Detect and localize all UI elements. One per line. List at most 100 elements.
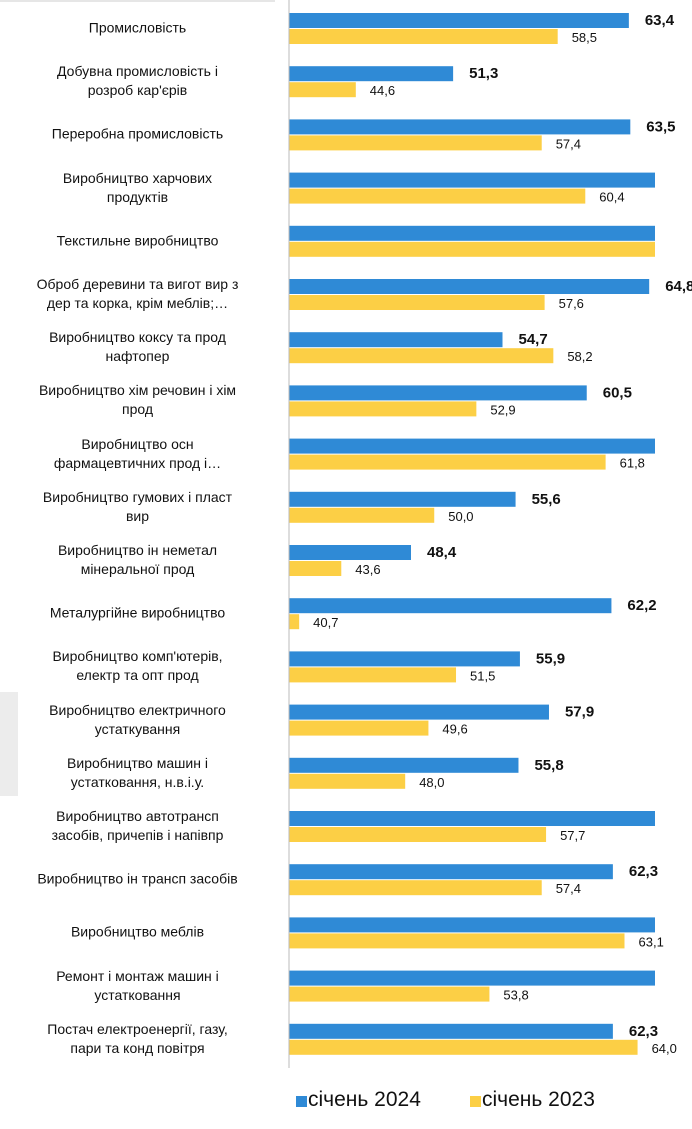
value-label: 62,3 — [629, 1023, 658, 1040]
legend-swatch — [296, 1096, 307, 1107]
bar — [289, 614, 300, 630]
category-label: Виробництво хім речовин і хім прод — [38, 382, 237, 418]
bar — [289, 491, 516, 507]
legend-swatch — [470, 1096, 481, 1107]
bar — [289, 811, 655, 826]
bar — [289, 651, 520, 667]
bar — [289, 438, 655, 454]
bar — [289, 986, 490, 1002]
value-label: 40,7 — [313, 615, 338, 630]
bar — [289, 401, 477, 417]
value-label: 52,9 — [490, 402, 515, 417]
bar — [289, 172, 655, 188]
value-label: 57,9 — [565, 704, 594, 721]
category-label: Металургійне виробництво — [49, 604, 226, 621]
bar — [289, 933, 625, 949]
value-label: 60,5 — [603, 384, 632, 401]
category-label: Виробництво комп'ютерів, електр та опт п… — [52, 648, 223, 684]
category-label: Текстильне виробництво — [56, 232, 219, 249]
value-label: 63,5 — [646, 118, 675, 135]
category-label: Виробництво ін трансп засобів — [37, 870, 238, 887]
value-label: 55,9 — [536, 650, 565, 667]
bar — [289, 704, 549, 720]
value-label: 53,8 — [503, 988, 528, 1003]
bar — [289, 545, 411, 560]
bar — [289, 29, 558, 44]
bar — [289, 827, 547, 842]
value-label: 64,8 — [665, 278, 692, 295]
bar — [289, 188, 586, 204]
bar — [289, 13, 629, 28]
category-label: Виробництво меблів — [70, 923, 205, 940]
bar — [289, 66, 454, 82]
bar — [289, 385, 587, 401]
bars — [289, 13, 655, 1055]
bar — [289, 917, 655, 933]
bar — [289, 667, 457, 683]
value-label: 62,2 — [627, 597, 656, 614]
bar — [289, 773, 406, 789]
value-label: 48,4 — [427, 544, 457, 561]
legend-label: січень 2023 — [482, 1088, 595, 1111]
value-label: 61,8 — [620, 456, 645, 471]
bar — [289, 279, 650, 294]
bar — [289, 1023, 613, 1039]
bar — [289, 720, 429, 736]
value-label: 60,4 — [599, 190, 624, 205]
bar — [289, 454, 606, 470]
bar — [289, 295, 545, 310]
bar — [289, 332, 503, 348]
bar — [289, 119, 631, 135]
category-label: Промисловість — [88, 19, 187, 36]
bar — [289, 1039, 638, 1055]
legend-label: січень 2024 — [308, 1088, 421, 1111]
value-label: 51,3 — [469, 65, 498, 82]
value-label: 43,6 — [355, 562, 380, 577]
value-label: 62,3 — [629, 863, 658, 880]
category-label: Виробництво автотрансп засобів, причепів… — [51, 808, 224, 843]
category-label: Постач електроенергії, газу, пари та кон… — [47, 1020, 228, 1056]
bar — [289, 348, 554, 364]
bar — [289, 598, 612, 614]
bar — [289, 82, 356, 98]
category-label: Виробництво харчових продуктів — [62, 169, 213, 205]
bar — [289, 135, 542, 151]
value-label: 57,4 — [556, 136, 581, 151]
value-label: 63,1 — [639, 934, 664, 949]
bar — [289, 880, 542, 896]
category-label: Виробництво машин і устатковання, н.в.і.… — [67, 754, 208, 790]
category-label: Переробна промисловість — [51, 125, 224, 142]
value-label: 55,8 — [534, 757, 563, 774]
bar — [289, 241, 655, 257]
category-label: Виробництво електричного устаткування — [49, 701, 226, 737]
value-label: 57,6 — [559, 296, 584, 311]
category-label: Оброб деревини та вигот вир з дер та кор… — [36, 276, 239, 311]
value-label: 50,0 — [448, 509, 473, 524]
category-label: Ремонт і монтаж машин і устатковання — [56, 967, 219, 1003]
value-label: 48,0 — [419, 775, 444, 790]
value-label: 57,4 — [556, 881, 581, 896]
value-label: 63,4 — [645, 12, 675, 29]
category-label: Виробництво осн фармацевтичних прод і… — [53, 435, 222, 471]
value-label: 44,6 — [370, 83, 395, 98]
value-label: 64,0 — [652, 1041, 677, 1056]
category-label: Добувна промисловість і розроб кар'єрів — [57, 63, 218, 99]
category-label: Виробництво коксу та прод нафтопер — [49, 329, 226, 365]
value-label: 57,7 — [560, 828, 585, 843]
value-label: 55,6 — [532, 491, 561, 508]
value-label: 54,7 — [519, 331, 548, 348]
value-label: 58,5 — [572, 30, 597, 45]
value-label: 58,2 — [567, 349, 592, 364]
bar — [289, 864, 613, 880]
bar — [289, 225, 655, 241]
value-label: 49,6 — [442, 722, 467, 737]
category-label: Виробництво ін неметал мінеральної прод — [57, 542, 218, 577]
category-label: Виробництво гумових і пласт вир — [42, 488, 233, 524]
value-label: 51,5 — [470, 668, 495, 683]
bar — [289, 507, 435, 523]
bar — [289, 757, 519, 773]
bar — [289, 561, 342, 576]
side-panel — [0, 692, 18, 796]
